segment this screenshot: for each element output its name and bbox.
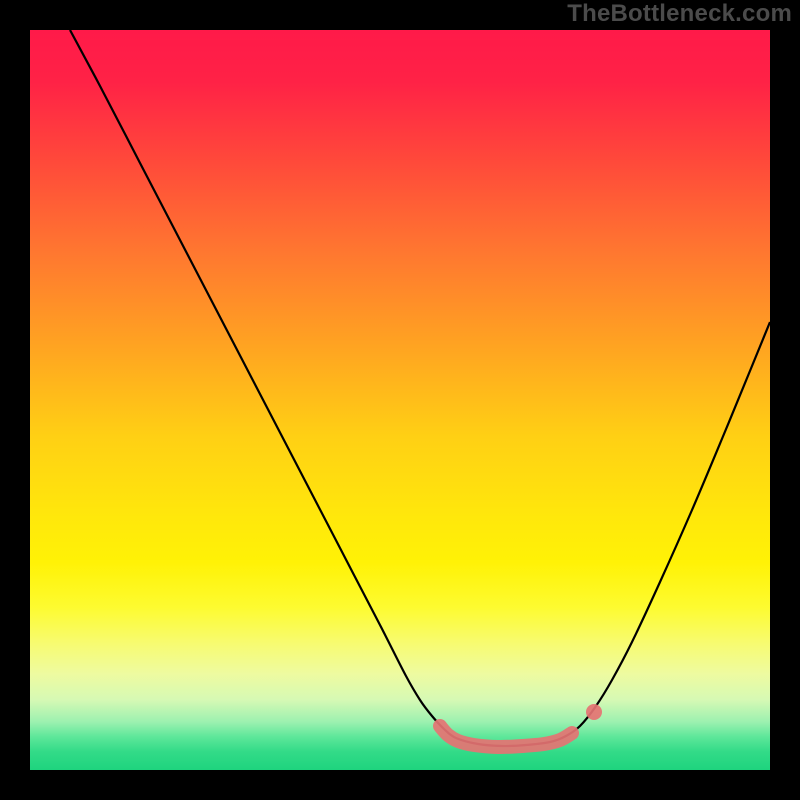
chart-container: TheBottleneck.com xyxy=(0,0,800,800)
plot-background xyxy=(30,30,770,770)
optimal-end-dot xyxy=(586,704,602,720)
bottleneck-curve-chart xyxy=(0,0,800,800)
watermark-text: TheBottleneck.com xyxy=(567,0,792,28)
